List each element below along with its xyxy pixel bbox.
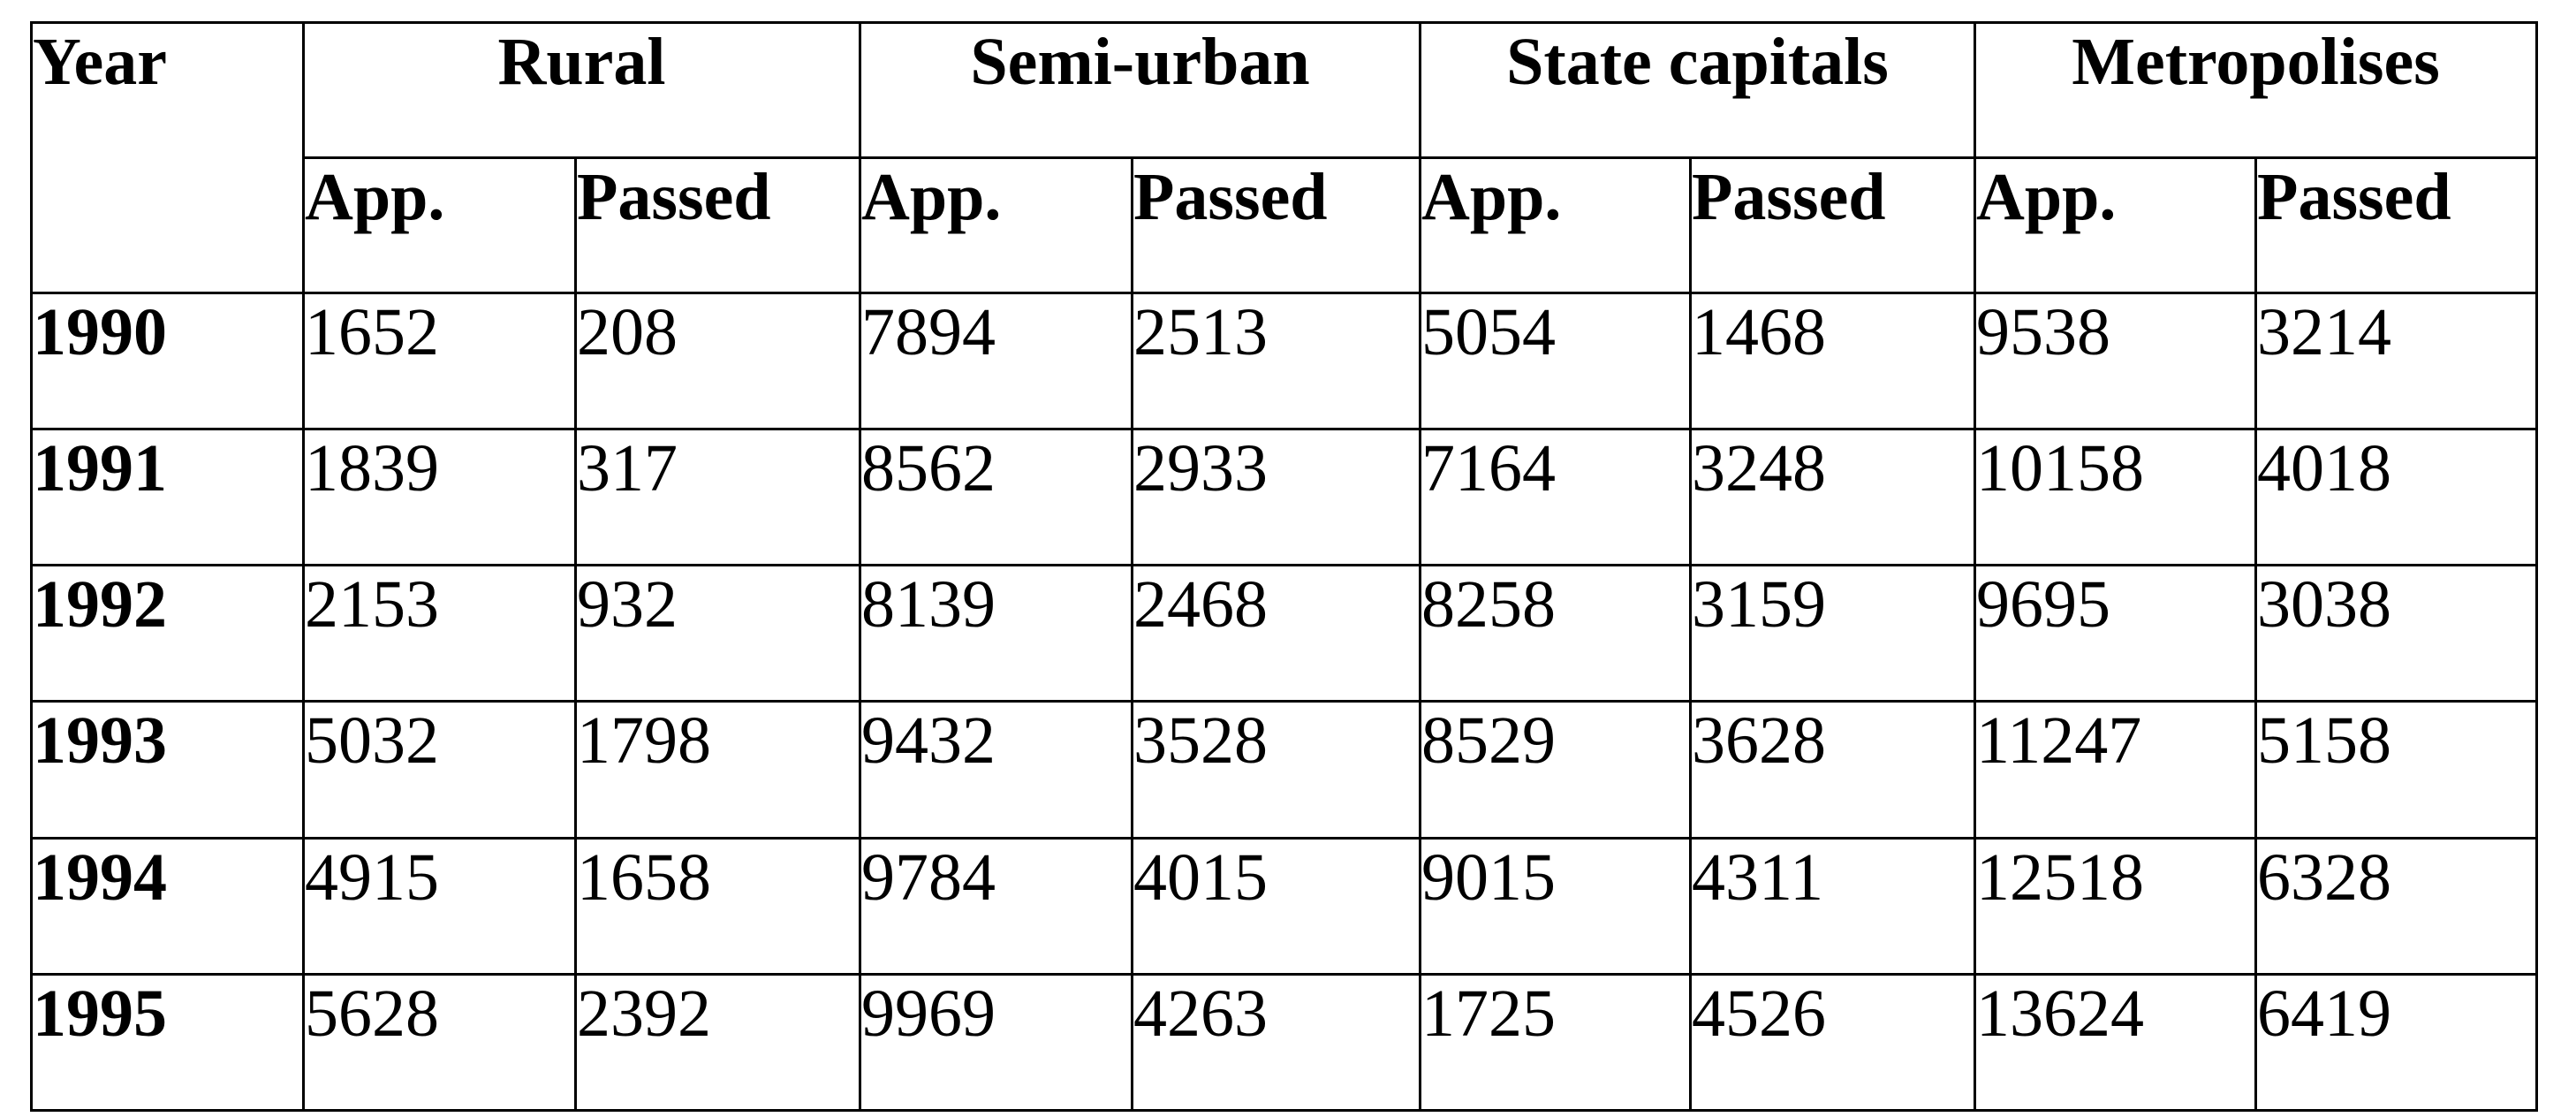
table-cell: 2153 — [302, 564, 577, 703]
table-row: 1990 1652 208 7894 2513 5054 1468 9538 3… — [30, 291, 2539, 431]
table-cell: 3038 — [2254, 564, 2539, 703]
group-header-semi-urban: Semi-urban — [859, 21, 1421, 159]
data-table: Year Rural Semi-urban State capitals Met… — [30, 21, 2539, 1113]
table-cell: 5054 — [1419, 291, 1692, 431]
sub-header-passed: Passed — [1688, 156, 1977, 294]
group-header-rural: Rural — [302, 21, 861, 159]
table-cell: 2933 — [1131, 428, 1421, 567]
table-cell: 7894 — [859, 291, 1133, 431]
year-cell: 1990 — [30, 291, 305, 431]
table-cell: 4263 — [1131, 972, 1421, 1113]
table-cell: 208 — [574, 291, 861, 431]
table-cell: 8258 — [1419, 564, 1692, 703]
table-row: 1992 2153 932 8139 2468 8258 3159 9695 3… — [30, 564, 2539, 703]
table-cell: 2468 — [1131, 564, 1421, 703]
table-cell: 9015 — [1419, 836, 1692, 976]
table-cell: 1839 — [302, 428, 577, 567]
table-cell: 5032 — [302, 700, 577, 840]
table-cell: 9695 — [1974, 564, 2258, 703]
table-cell: 9432 — [859, 700, 1133, 840]
table-cell: 9784 — [859, 836, 1133, 976]
year-cell: 1992 — [30, 564, 305, 703]
table-cell: 3159 — [1688, 564, 1977, 703]
table-cell: 8139 — [859, 564, 1133, 703]
table-cell: 4018 — [2254, 428, 2539, 567]
group-header-state-capitals: State capitals — [1418, 21, 1977, 159]
table-cell: 4526 — [1688, 972, 1977, 1113]
table-cell: 3628 — [1688, 700, 1977, 840]
table-row: 1995 5628 2392 9969 4263 1725 4526 13624… — [30, 972, 2539, 1113]
table-cell: 2513 — [1131, 291, 1421, 431]
table-row: 1991 1839 317 8562 2933 7164 3248 10158 … — [30, 428, 2539, 567]
table-cell: 3214 — [2254, 291, 2539, 431]
sub-header-app: App. — [1974, 156, 2258, 294]
table-cell: 5628 — [302, 972, 577, 1113]
table-cell: 1658 — [574, 836, 861, 976]
sub-header-passed: Passed — [1131, 156, 1421, 294]
table-cell: 317 — [574, 428, 861, 567]
table-cell: 3248 — [1688, 428, 1977, 567]
table-cell: 1468 — [1688, 291, 1977, 431]
sub-header-app: App. — [302, 156, 577, 294]
table-cell: 932 — [574, 564, 861, 703]
table-cell: 1798 — [574, 700, 861, 840]
table-cell: 3528 — [1131, 700, 1421, 840]
table-cell: 7164 — [1419, 428, 1692, 567]
table-cell: 6419 — [2254, 972, 2539, 1113]
table-cell: 13624 — [1974, 972, 2258, 1113]
year-cell: 1993 — [30, 700, 305, 840]
table-cell: 1725 — [1419, 972, 1692, 1113]
sub-header-passed: Passed — [2254, 156, 2539, 294]
sub-header-passed: Passed — [574, 156, 861, 294]
year-cell: 1994 — [30, 836, 305, 976]
header-row-subcolumns: App. Passed App. Passed App. Passed App.… — [32, 156, 2539, 294]
sub-header-app: App. — [859, 156, 1133, 294]
table-cell: 9538 — [1974, 291, 2258, 431]
table-cell: 2392 — [574, 972, 861, 1113]
table-cell: 9969 — [859, 972, 1133, 1113]
table-row: 1994 4915 1658 9784 4015 9015 4311 12518… — [30, 836, 2539, 976]
table-cell: 4915 — [302, 836, 577, 976]
table-row: 1993 5032 1798 9432 3528 8529 3628 11247… — [30, 700, 2539, 840]
group-header-metropolises: Metropolises — [1974, 21, 2539, 159]
year-cell: 1991 — [30, 428, 305, 567]
table-cell: 11247 — [1974, 700, 2258, 840]
year-cell: 1995 — [30, 972, 305, 1113]
sub-header-app: App. — [1419, 156, 1692, 294]
header-row-groups: Year Rural Semi-urban State capitals Met… — [30, 21, 2539, 294]
table-cell: 10158 — [1974, 428, 2258, 567]
table-cell: 5158 — [2254, 700, 2539, 840]
table-cell: 1652 — [302, 291, 577, 431]
table-cell: 6328 — [2254, 836, 2539, 976]
table-cell: 12518 — [1974, 836, 2258, 976]
table-cell: 4311 — [1688, 836, 1977, 976]
table-cell: 4015 — [1131, 836, 1421, 976]
table-cell: 8529 — [1419, 700, 1692, 840]
table-cell: 8562 — [859, 428, 1133, 567]
year-header: Year — [30, 21, 305, 294]
